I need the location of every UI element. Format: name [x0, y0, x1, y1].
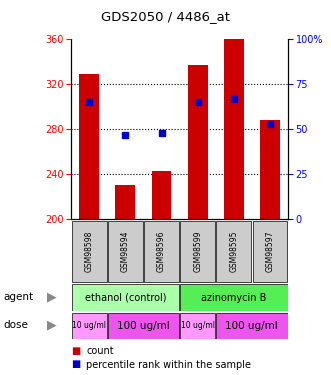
Text: azinomycin B: azinomycin B	[201, 292, 266, 303]
Bar	[72, 221, 107, 282]
Text: GSM98594: GSM98594	[121, 231, 130, 272]
Text: 10 ug/ml: 10 ug/ml	[181, 321, 214, 330]
Bar	[188, 65, 208, 219]
Text: percentile rank within the sample: percentile rank within the sample	[86, 360, 251, 369]
Bar	[216, 221, 251, 282]
Text: ■: ■	[71, 346, 80, 355]
Bar	[71, 312, 107, 339]
Bar	[116, 184, 135, 219]
Bar	[180, 221, 215, 282]
Bar	[253, 221, 287, 282]
Bar	[144, 221, 179, 282]
Bar	[260, 120, 280, 219]
Text: dose: dose	[3, 320, 28, 330]
Bar	[216, 312, 288, 339]
Bar	[79, 74, 99, 219]
Text: GSM98597: GSM98597	[265, 231, 274, 272]
Bar	[108, 312, 179, 339]
Text: 100 ug/ml: 100 ug/ml	[117, 321, 170, 331]
Text: 100 ug/ml: 100 ug/ml	[225, 321, 278, 331]
Text: ▶: ▶	[46, 291, 56, 304]
Text: count: count	[86, 346, 114, 355]
Bar	[152, 171, 171, 219]
Bar	[180, 284, 288, 311]
Text: GSM98599: GSM98599	[193, 231, 202, 272]
Text: GSM98596: GSM98596	[157, 231, 166, 272]
Bar	[224, 39, 244, 219]
Bar	[71, 284, 179, 311]
Text: GSM98598: GSM98598	[85, 231, 94, 272]
Text: GDS2050 / 4486_at: GDS2050 / 4486_at	[101, 10, 230, 23]
Text: ■: ■	[71, 360, 80, 369]
Text: ▶: ▶	[46, 319, 56, 332]
Text: 10 ug/ml: 10 ug/ml	[72, 321, 106, 330]
Text: ethanol (control): ethanol (control)	[85, 292, 166, 303]
Bar	[180, 312, 215, 339]
Bar	[108, 221, 143, 282]
Text: GSM98595: GSM98595	[229, 231, 238, 272]
Text: agent: agent	[3, 292, 33, 302]
